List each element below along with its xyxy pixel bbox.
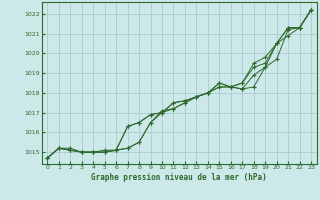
X-axis label: Graphe pression niveau de la mer (hPa): Graphe pression niveau de la mer (hPa) xyxy=(91,173,267,182)
